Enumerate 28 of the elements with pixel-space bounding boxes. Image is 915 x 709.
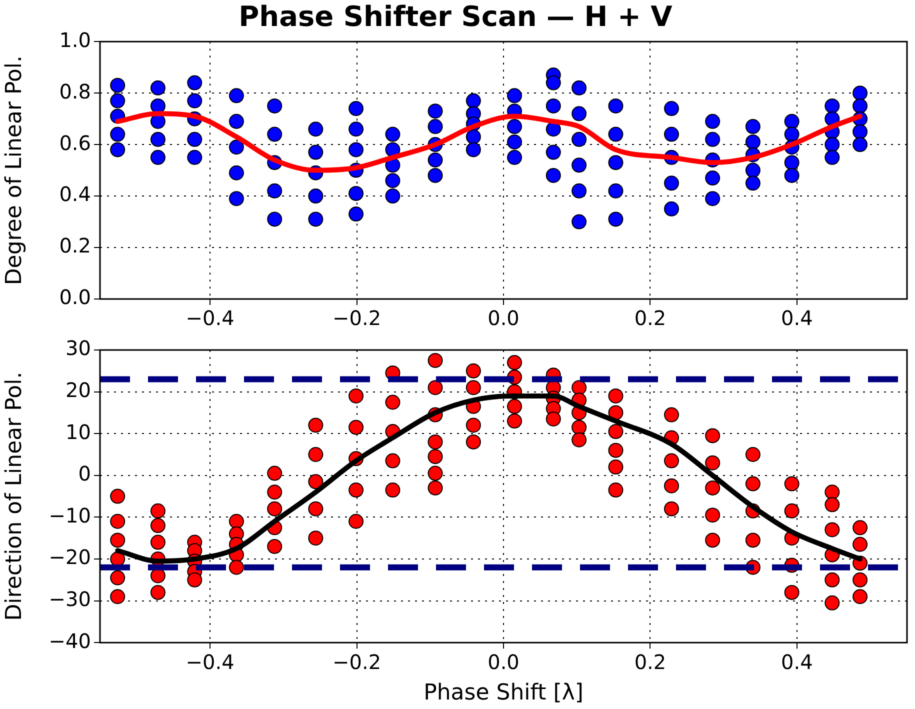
y-axis-title: Direction of Linear Pol. [2,372,27,621]
y-tick-label: 0.6 [59,130,91,155]
y-tick-label: 30 [66,336,91,360]
x-tick-label: −0.2 [332,306,382,330]
y-tick-label: 0.8 [59,79,91,104]
x-tick-label: 0.4 [781,306,813,330]
y-axis-title: Degree of Linear Pol. [2,55,27,286]
y-tick-label: −20 [48,545,91,570]
x-tick-label: 0.4 [781,650,813,674]
x-tick-label: −0.2 [332,650,382,674]
x-tick-label: −0.4 [186,306,234,330]
x-tick-label: 0.0 [488,306,520,330]
y-tick-label: 20 [66,378,91,402]
y-tick-label: 0.4 [59,182,91,206]
x-tick-label: 0.0 [488,650,520,674]
y-tick-label: −10 [48,503,91,528]
x-tick-label: 0.2 [634,306,666,330]
chart-title: Phase Shifter Scan — H + V [238,0,673,34]
y-tick-label: −30 [48,587,91,612]
y-tick-label: 0.2 [59,234,91,258]
y-tick-label: 0.0 [59,285,91,310]
x-tick-label: −0.4 [186,650,234,674]
x-axis-title: Phase Shift [λ] [424,680,584,706]
y-tick-label: 10 [66,420,91,444]
x-tick-label: 0.2 [634,650,666,674]
y-tick-label: 0 [78,462,91,486]
y-tick-label: 1.0 [59,28,91,52]
y-tick-label: −40 [48,628,91,653]
